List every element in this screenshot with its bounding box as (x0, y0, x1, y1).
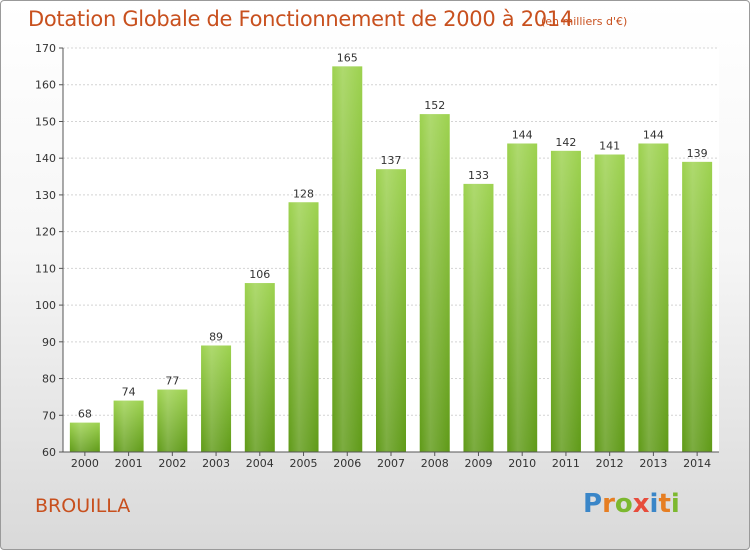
logo-letter: r (602, 489, 615, 519)
bar-value-label: 77 (165, 375, 179, 388)
bar-value-label: 152 (424, 99, 445, 112)
y-tick-label: 90 (42, 336, 56, 349)
bar-shine (201, 345, 232, 452)
bar-value-label: 133 (468, 169, 489, 182)
y-tick-label: 120 (35, 226, 56, 239)
y-tick-label: 170 (35, 42, 56, 55)
bar-value-label: 165 (337, 51, 358, 64)
bar-value-label: 139 (687, 147, 708, 160)
bar-value-label: 141 (599, 140, 620, 153)
bar-shine (113, 400, 144, 452)
x-tick-label: 2004 (246, 457, 274, 470)
x-tick-label: 2013 (639, 457, 667, 470)
bar-value-label: 128 (293, 187, 314, 200)
bar-shine (638, 143, 669, 452)
bar-shine (550, 150, 581, 452)
bar-shine (376, 169, 406, 452)
bar-value-label: 144 (512, 128, 533, 141)
x-tick-label: 2000 (71, 457, 99, 470)
bar-value-label: 106 (249, 268, 270, 281)
x-tick-label: 2008 (421, 457, 449, 470)
bar-shine (244, 283, 275, 452)
logo-letter: P (583, 489, 603, 519)
bar-shine (157, 389, 188, 452)
x-tick-label: 2011 (552, 457, 580, 470)
bar-shine (69, 422, 100, 452)
logo-letter: t (658, 489, 671, 519)
logo-letter: i (649, 489, 659, 519)
y-tick-label: 110 (35, 262, 56, 275)
y-tick-label: 70 (42, 409, 56, 422)
bar-shine (594, 154, 625, 452)
x-tick-label: 2006 (333, 457, 361, 470)
bar-value-label: 144 (643, 128, 664, 141)
x-tick-label: 2012 (596, 457, 624, 470)
bar-value-label: 142 (555, 136, 576, 149)
y-tick-label: 100 (35, 299, 56, 312)
y-tick-label: 130 (35, 189, 56, 202)
bar-value-label: 137 (381, 154, 402, 167)
x-tick-label: 2001 (115, 457, 143, 470)
y-tick-label: 150 (35, 115, 56, 128)
logo-letter: o (614, 489, 633, 519)
y-tick-label: 140 (35, 152, 56, 165)
bar-shine (682, 161, 713, 452)
bar-value-label: 74 (122, 386, 136, 399)
x-axis: 2000 2001 2002 2003 2004 2005 2006 2007 2008 2009… (63, 451, 719, 470)
chart-title: Dotation Globale de Fonctionnement de 20… (28, 7, 573, 31)
bars (69, 66, 713, 452)
y-tick-label: 80 (42, 373, 56, 386)
logo-letter: x (632, 489, 650, 519)
x-tick-label: 2002 (158, 457, 186, 470)
x-tick-label: 2014 (683, 457, 711, 470)
bar-value-label: 68 (78, 408, 92, 421)
bar-shine (507, 143, 538, 452)
proxiti-logo: Proxiti (583, 489, 680, 519)
bar-shine (288, 202, 319, 452)
y-tick-label: 160 (35, 79, 56, 92)
commune-name: BROUILLA (35, 495, 131, 517)
bar-value-label: 89 (209, 330, 223, 343)
logo-letter: i (670, 489, 680, 519)
data-labels: 68 74 77 89 106 128 165 137 152 133 144 142 141 144 13… (78, 51, 708, 420)
x-tick-label: 2010 (508, 457, 536, 470)
bar-shine (419, 114, 450, 452)
x-tick-label: 2009 (464, 457, 492, 470)
x-tick-label: 2005 (290, 457, 318, 470)
bar-shine (332, 66, 363, 452)
unit-note: (en milliers d'€) (541, 15, 628, 28)
x-tick-label: 2007 (377, 457, 405, 470)
y-axis: 60 70 80 90 100 110 120 130 140 150 160 170 (35, 42, 64, 459)
y-tick-label: 60 (42, 446, 56, 459)
x-tick-label: 2003 (202, 457, 230, 470)
bar-shine (463, 183, 494, 452)
